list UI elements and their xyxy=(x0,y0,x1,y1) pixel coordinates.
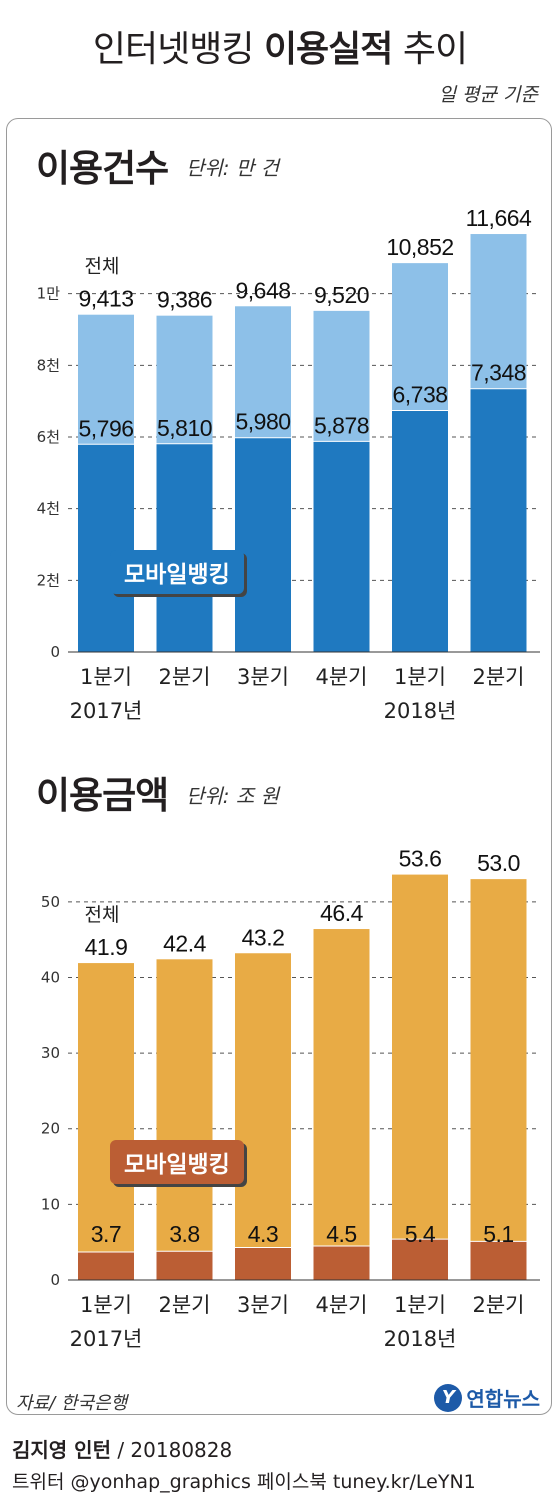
total-data-label: 10,852 xyxy=(386,234,453,260)
total-data-label: 9,648 xyxy=(235,277,290,303)
bar-mobile xyxy=(313,441,370,652)
bar-mobile xyxy=(470,388,527,652)
count-section-title: 이용건수 xyxy=(36,147,169,190)
y-tick-label: 40 xyxy=(41,968,60,986)
total-data-label: 53.6 xyxy=(399,846,442,872)
x-category-label: 1분기 xyxy=(80,1293,132,1317)
total-data-label: 46.4 xyxy=(320,900,363,926)
y-tick-label: 1만 xyxy=(37,285,61,303)
bar-mobile xyxy=(78,444,134,652)
page-title: 인터넷뱅킹 이용실적 추이 xyxy=(92,29,468,70)
bar-mobile xyxy=(313,1245,370,1280)
y-tick-label: 10 xyxy=(41,1195,60,1213)
amount-mobile-badge: 모바일뱅킹 xyxy=(110,1140,244,1184)
bar-total xyxy=(392,874,448,1280)
count-chart: 0 2천 4천 6천 8천 1만 9,413 5,796 1분기 9,386 5,810 2분기 9,6… xyxy=(37,205,540,723)
mobile-data-label: 7,348 xyxy=(471,360,526,386)
y-tick-label: 20 xyxy=(41,1120,60,1138)
y-tick-label: 4천 xyxy=(37,500,60,518)
mobile-data-label: 6,738 xyxy=(392,382,447,408)
amount-section-title: 이용금액 xyxy=(36,774,169,817)
x-category-label: 2분기 xyxy=(472,665,524,689)
x-category-label: 1분기 xyxy=(394,665,446,689)
mobile-data-label: 5,878 xyxy=(314,412,369,438)
y-tick-label: 2천 xyxy=(37,571,60,589)
x-category-label: 2분기 xyxy=(158,665,210,689)
basis-note: 일 평균 기준 xyxy=(438,84,538,106)
mobile-data-label: 5.1 xyxy=(483,1221,513,1247)
x-year-label: 2018년 xyxy=(384,699,457,723)
total-data-label: 9,386 xyxy=(157,287,212,313)
source-note: 자료/ 한국은행 xyxy=(16,1393,128,1414)
mobile-data-label: 4.3 xyxy=(248,1221,278,1247)
x-category-label: 2분기 xyxy=(472,1293,524,1317)
bar-total xyxy=(313,929,370,1280)
bar-mobile xyxy=(392,1239,448,1280)
bar-mobile xyxy=(156,1251,213,1280)
yonhap-logo-icon: Y xyxy=(434,1383,463,1412)
x-year-label: 2017년 xyxy=(70,699,143,723)
x-category-label: 2분기 xyxy=(158,1293,210,1317)
bar-mobile xyxy=(78,1252,134,1280)
total-series-label: 전체 xyxy=(85,904,120,926)
yonhap-logo: Y 연합뉴스 xyxy=(434,1383,540,1412)
mobile-data-label: 5,810 xyxy=(157,415,212,441)
y-tick-label: 0 xyxy=(50,1271,60,1289)
total-data-label: 9,520 xyxy=(314,282,369,308)
x-category-label: 1분기 xyxy=(80,665,132,689)
bar-total xyxy=(470,879,527,1280)
bar-mobile xyxy=(235,437,291,652)
social-links: 트위터 @yonhap_graphics 페이스북 tuney.kr/LeYN1 xyxy=(12,1471,476,1493)
x-category-label: 3분기 xyxy=(237,1293,289,1317)
mobile-data-label: 4.5 xyxy=(326,1221,356,1247)
bar-mobile xyxy=(235,1247,291,1280)
y-tick-label: 30 xyxy=(41,1044,60,1062)
y-tick-label: 8천 xyxy=(37,356,60,374)
bar-mobile xyxy=(470,1241,527,1280)
yonhap-logo-text: 연합뉴스 xyxy=(466,1387,540,1411)
total-data-label: 43.2 xyxy=(242,924,285,950)
content-frame xyxy=(6,118,552,1415)
amount-unit: 단위: 조 원 xyxy=(186,784,280,808)
total-data-label: 41.9 xyxy=(85,934,128,960)
x-category-label: 4분기 xyxy=(315,1293,367,1317)
bar-mobile xyxy=(156,443,213,652)
mobile-data-label: 3.7 xyxy=(91,1221,121,1247)
x-year-label: 2018년 xyxy=(384,1327,457,1351)
x-year-label: 2017년 xyxy=(70,1327,143,1351)
total-data-label: 42.4 xyxy=(163,930,206,956)
author-credit: 김지영 인턴 / 20180828 xyxy=(12,1438,233,1462)
total-data-label: 53.0 xyxy=(477,850,520,876)
total-data-label: 11,664 xyxy=(466,205,532,231)
y-tick-label: 50 xyxy=(41,893,60,911)
mobile-data-label: 3.8 xyxy=(169,1221,199,1247)
count-unit: 단위: 만 건 xyxy=(186,156,280,180)
total-data-label: 9,413 xyxy=(78,286,133,312)
count-mobile-badge: 모바일뱅킹 xyxy=(110,550,244,594)
mobile-data-label: 5.4 xyxy=(405,1221,436,1247)
bar-total xyxy=(78,963,134,1280)
y-tick-label: 6천 xyxy=(37,428,60,446)
mobile-data-label: 5,796 xyxy=(78,415,133,441)
bar-total xyxy=(235,953,291,1280)
amount-chart: 0 10 20 30 40 50 41.9 3.7 1분기 42.4 3.8 2분기 43.2 4.3 3분… xyxy=(41,846,540,1351)
y-tick-label: 0 xyxy=(50,643,60,661)
x-category-label: 3분기 xyxy=(237,665,289,689)
bar-mobile xyxy=(392,410,448,652)
x-category-label: 4분기 xyxy=(315,665,367,689)
total-series-label: 전체 xyxy=(85,256,120,278)
mobile-data-label: 5,980 xyxy=(235,409,290,435)
bar-total xyxy=(156,959,213,1280)
x-category-label: 1분기 xyxy=(394,1293,446,1317)
